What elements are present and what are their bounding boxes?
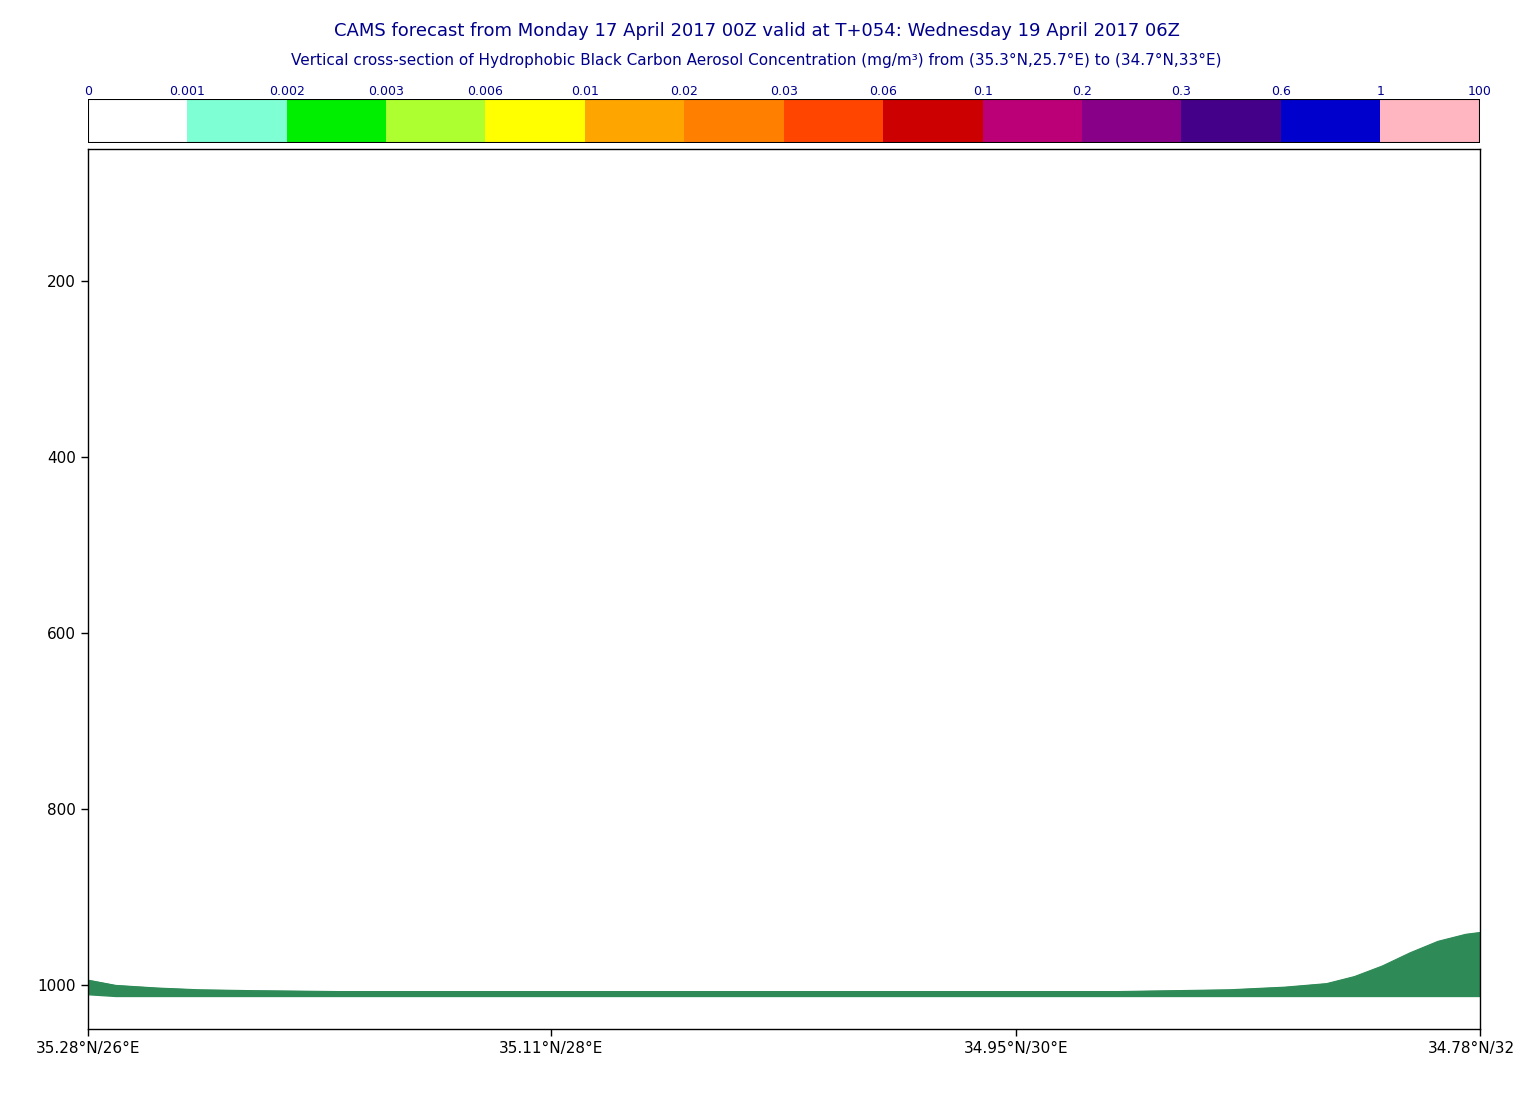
- Text: 0.3: 0.3: [1171, 85, 1191, 98]
- Text: 0.6: 0.6: [1271, 85, 1291, 98]
- Text: 100: 100: [1468, 85, 1492, 98]
- Text: 0.002: 0.002: [269, 85, 304, 98]
- Text: 0.2: 0.2: [1073, 85, 1092, 98]
- Bar: [884, 99, 982, 143]
- Bar: [1082, 99, 1182, 143]
- Bar: [586, 99, 684, 143]
- Text: 0.01: 0.01: [570, 85, 599, 98]
- Text: CAMS forecast from Monday 17 April 2017 00Z valid at T+054: Wednesday 19 April 2: CAMS forecast from Monday 17 April 2017 …: [333, 22, 1180, 40]
- Text: 0.06: 0.06: [870, 85, 897, 98]
- Bar: [1380, 99, 1480, 143]
- Bar: [1282, 99, 1380, 143]
- Bar: [684, 99, 784, 143]
- Text: 0.003: 0.003: [368, 85, 404, 98]
- Bar: [1182, 99, 1282, 143]
- Text: 0.1: 0.1: [973, 85, 993, 98]
- Text: 1: 1: [1377, 85, 1384, 98]
- Text: Vertical cross-section of Hydrophobic Black Carbon Aerosol Concentration (mg/m³): Vertical cross-section of Hydrophobic Bl…: [290, 53, 1223, 68]
- Bar: [386, 99, 486, 143]
- Text: 0.02: 0.02: [670, 85, 697, 98]
- Bar: [188, 99, 286, 143]
- Bar: [88, 99, 188, 143]
- Text: 0.006: 0.006: [468, 85, 504, 98]
- Bar: [982, 99, 1082, 143]
- Bar: [486, 99, 586, 143]
- Text: 0: 0: [83, 85, 92, 98]
- Text: 0.03: 0.03: [770, 85, 797, 98]
- Bar: [784, 99, 884, 143]
- Bar: [286, 99, 386, 143]
- Text: 0.001: 0.001: [169, 85, 206, 98]
